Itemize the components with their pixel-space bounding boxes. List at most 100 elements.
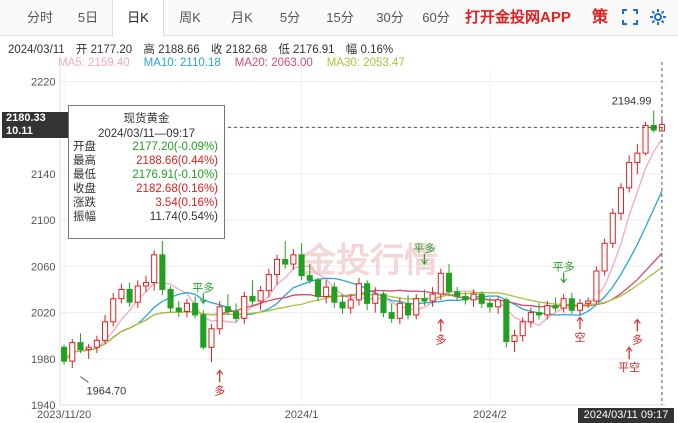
candle-body (658, 124, 665, 132)
signal-label: 平多 (192, 280, 214, 294)
signal-arrowhead (576, 316, 584, 322)
candle-body (355, 283, 362, 301)
signal-label: 平空 (618, 360, 640, 374)
candle-body (478, 293, 485, 304)
candle-body (527, 312, 534, 323)
tooltip-row: 收盘 2182.68(0.16%) (73, 182, 220, 196)
candle-body (233, 310, 240, 319)
candle-body (126, 288, 133, 303)
candle-body (77, 342, 84, 351)
candle-body (314, 279, 321, 297)
candle-body (429, 293, 436, 302)
candle-body (142, 282, 150, 287)
candle-body (634, 152, 641, 163)
candle-body (61, 346, 68, 362)
y-tick-label: 2100 (31, 215, 55, 227)
ma-legend-item: MA20: 2063.00 (234, 57, 313, 69)
candle-body (486, 302, 493, 308)
candle-body (421, 298, 428, 302)
candle-body (265, 273, 272, 292)
ma-legend-item: MA10: 2110.18 (143, 57, 221, 69)
tooltip-value: 2177.20(-0.09%) (132, 141, 218, 153)
tab-3[interactable]: 周K (179, 10, 201, 25)
tooltip-key: 涨跌 (73, 197, 96, 209)
candle-body (93, 339, 100, 348)
candle-body (544, 305, 551, 316)
info-open: 开 2177.20 (75, 44, 133, 56)
info-high: 高 2188.66 (143, 44, 200, 56)
y-tick-label: 1940 (31, 400, 55, 412)
open-app-link[interactable]: 打开金投网APP (465, 9, 571, 26)
candle-body (257, 290, 264, 302)
candle-body (454, 291, 461, 297)
candle-body (552, 305, 559, 309)
period-tabs: 分时 5日 日K 周K 月K 5分 15分 30分 60分 (0, 0, 678, 37)
candle-body (617, 187, 624, 214)
candle-body (323, 286, 330, 297)
candle-body (224, 306, 231, 312)
candle-body (339, 301, 346, 309)
signal-label: 多 (214, 383, 225, 397)
signal-label: 多 (632, 333, 643, 347)
candle-body (364, 283, 371, 304)
candle-body (102, 321, 109, 341)
candle-body (175, 307, 182, 312)
fullscreen-icon-glyph (622, 9, 638, 25)
candle-body (388, 312, 395, 319)
info-amplitude: 幅 0.16% (345, 44, 394, 56)
ohlc-tooltip: 现货黄金 2024/03/11—09:17 开盘 2177.20(-0.09%) 最… (68, 105, 225, 239)
info-close: 收 2182.68 (210, 44, 268, 56)
tab-2[interactable]: 日K (112, 0, 164, 37)
tooltip-key: 振幅 (73, 211, 96, 223)
fullscreen-icon[interactable] (620, 8, 640, 28)
candle-body (511, 335, 518, 342)
candle-body (650, 124, 657, 131)
y-tick-label: 1980 (31, 354, 55, 366)
ma-line-ma30 (63, 266, 663, 362)
candle-body (69, 342, 76, 362)
candle-body (159, 254, 166, 290)
tooltip-key: 开盘 (73, 141, 96, 153)
candle-body (576, 302, 584, 311)
low-label: 1964.70 (86, 385, 126, 397)
tab-5[interactable]: 5分 (279, 10, 301, 25)
candle-body (503, 299, 510, 342)
tooltip-value: 2182.68(0.16%) (136, 183, 218, 195)
candle-body (249, 295, 256, 302)
candle-body (110, 298, 117, 323)
tab-6[interactable]: 15分 (326, 10, 354, 25)
candle-body (290, 254, 297, 265)
gear-icon[interactable] (648, 8, 668, 28)
info-date: 2024/03/11 (8, 44, 65, 56)
signal-arrowhead (633, 318, 641, 324)
y-tick-label: 2060 (31, 261, 55, 273)
tab-0[interactable]: 分时 (26, 10, 53, 25)
signal-arrowhead (560, 278, 568, 284)
candle-body (609, 212, 616, 244)
candle-body (380, 293, 387, 314)
y-tick-label: 2020 (31, 308, 55, 320)
candle-body (405, 302, 412, 316)
tab-1[interactable]: 5日 (77, 10, 99, 25)
signal-label: 多 (435, 333, 446, 347)
candle-body (396, 302, 403, 319)
tooltip-key: 最高 (73, 155, 96, 167)
tab-7[interactable]: 30分 (376, 10, 404, 25)
signal-arrowhead (437, 318, 445, 324)
signal-arrowhead (421, 259, 428, 265)
tooltip-value: 2176.91(-0.10%) (132, 169, 218, 181)
candle-body (241, 295, 248, 319)
tooltip-row: 开盘 2177.20(-0.09%) (73, 140, 220, 154)
signal-label: 空 (575, 330, 586, 344)
tab-4[interactable]: 月K (231, 10, 253, 25)
ma-line-ma20 (63, 252, 663, 362)
low-marker-line (80, 376, 89, 383)
tab-8[interactable]: 60分 (422, 10, 450, 25)
candle-body (298, 254, 305, 277)
candle-body (626, 161, 633, 189)
strategy-button[interactable]: 策 (591, 9, 608, 26)
candle-body (642, 124, 649, 154)
tooltip-value: 3.54(0.16%) (155, 197, 218, 209)
candle-body (118, 288, 125, 300)
watermark-text: 金投行情 (301, 241, 438, 280)
